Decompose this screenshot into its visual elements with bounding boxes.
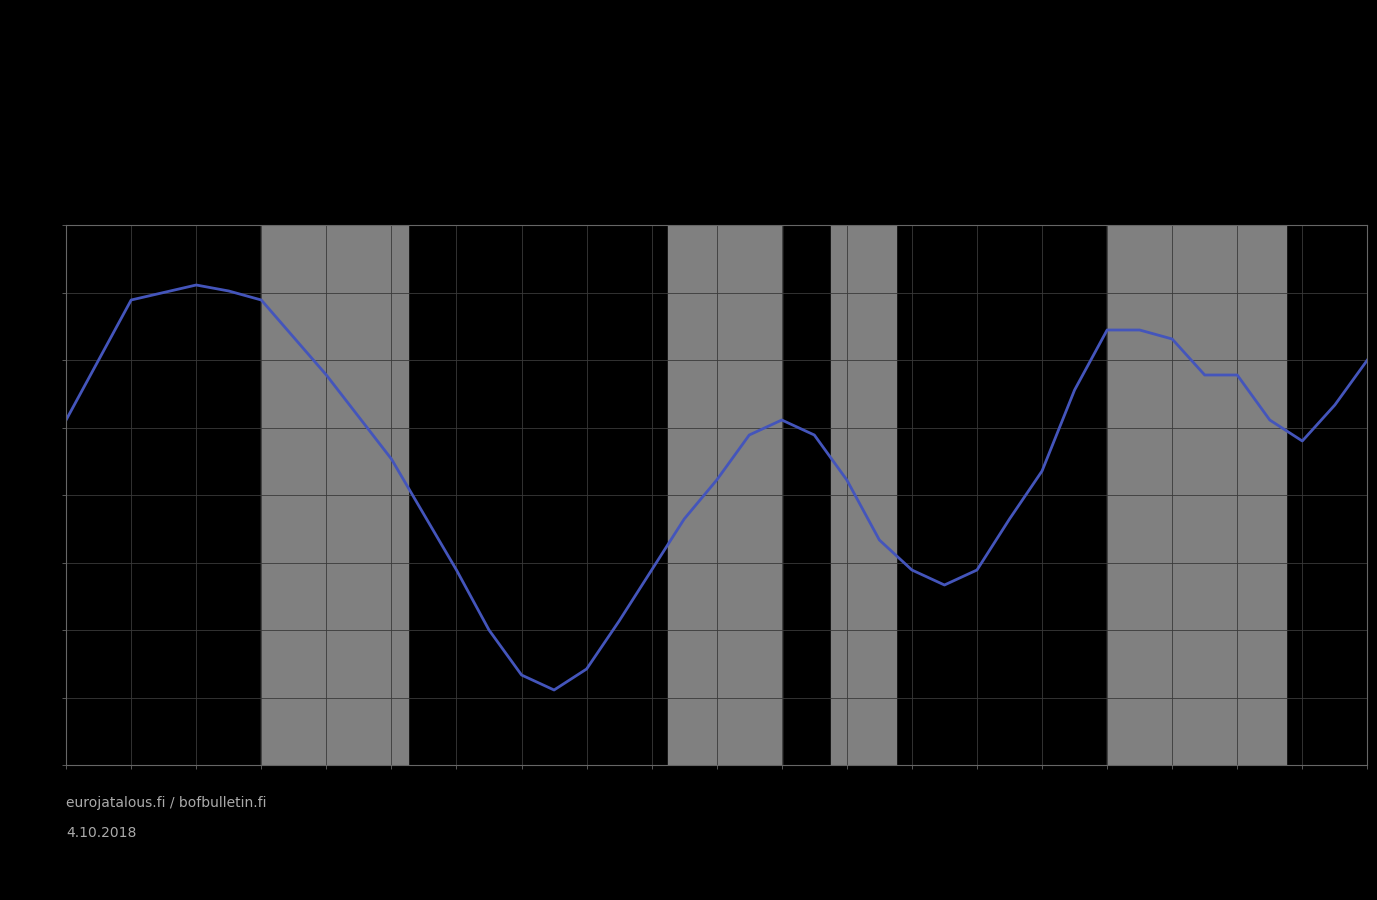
- Text: eurojatalous.fi / bofbulletin.fi: eurojatalous.fi / bofbulletin.fi: [66, 796, 267, 811]
- Bar: [1107, 225, 1286, 765]
- Bar: [830, 225, 895, 765]
- Bar: [262, 225, 408, 765]
- Bar: [668, 225, 782, 765]
- Text: 4.10.2018: 4.10.2018: [66, 826, 136, 841]
